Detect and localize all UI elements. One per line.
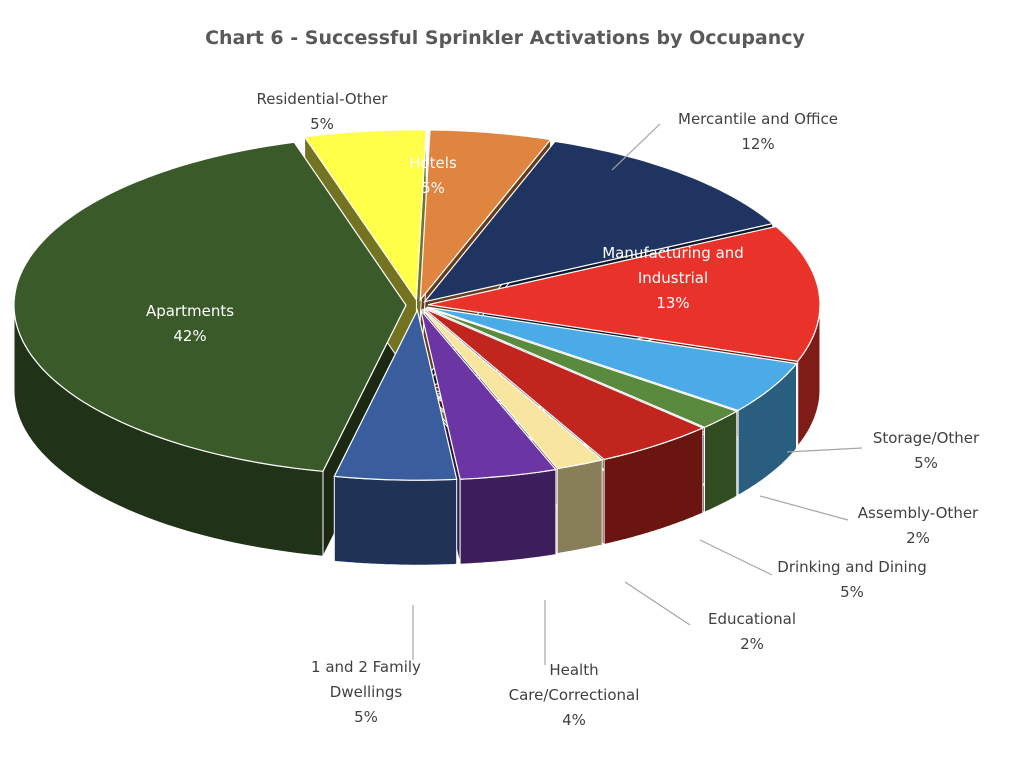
slice-name-label: Educational (708, 610, 796, 628)
slice-labels: Residential-Other 5% Hotels 5% Mercantile an… (146, 90, 980, 729)
chart-title: Chart 6 - Successful Sprinkler Activatio… (205, 27, 805, 49)
slice-name-label: Drinking and Dining (777, 558, 926, 576)
slice-value-label: 5% (310, 115, 334, 133)
slice-1-and-2-family-dwellings (333, 308, 458, 481)
slice-name-label: Storage/Other (873, 429, 980, 447)
leader-line-6 (699, 539, 773, 576)
slice-name-label: Health (549, 661, 598, 679)
slice-value-label: 5% (354, 708, 378, 726)
slice-label-5: Assembly-Other 2% (858, 504, 979, 547)
slice-name-label: Residential-Other (256, 90, 388, 108)
slice-storage-other (426, 306, 798, 412)
slice-name-label: Mercantile and Office (678, 110, 838, 128)
slice-name-label: 1 and 2 Family (311, 658, 421, 676)
leader-line-4 (786, 447, 863, 453)
slice-side-8 (459, 469, 557, 565)
slice-assembly-other (425, 307, 739, 428)
slice-value-label: 42% (173, 327, 206, 345)
slice-name-label: Industrial (638, 269, 708, 287)
slice-name-label: Care/Correctional (509, 686, 640, 704)
slice-value-label: 4% (562, 711, 586, 729)
slice-drinking-and-dining (423, 307, 705, 461)
slice-mercantile-and-office (423, 140, 775, 303)
slice-educational (421, 308, 604, 470)
slice-label-0: Residential-Other 5% (256, 90, 388, 133)
slice-health-care-correctional (420, 309, 558, 480)
leader-line-5 (759, 495, 849, 521)
leader-line-7 (624, 581, 691, 626)
slice-manufacturing-and-industrial (427, 225, 821, 362)
slice-value-label: 2% (906, 529, 930, 547)
leader-lines (412, 123, 863, 665)
slice-apartments (13, 141, 407, 472)
slice-label-3: Manufacturing and Industrial 13% (602, 244, 744, 312)
slice-name-label: Apartments (146, 302, 234, 320)
slice-label-7: Educational 2% (708, 610, 796, 653)
slice-value-label: 5% (421, 179, 445, 197)
slice-value-label: 5% (840, 583, 864, 601)
slice-side-7 (556, 459, 603, 555)
slice-label-2: Mercantile and Office 12% (678, 110, 838, 153)
slice-name-label: Assembly-Other (858, 504, 979, 522)
slice-value-label: 12% (741, 135, 774, 153)
slice-label-1: Hotels 5% (409, 154, 457, 197)
slice-value-label: 2% (740, 635, 764, 653)
slice-side-9 (333, 475, 458, 566)
slice-name-label: Dwellings (330, 683, 403, 701)
slice-label-8: Health Care/Correctional 4% (509, 661, 640, 729)
slice-value-label: 13% (656, 294, 689, 312)
slice-name-label: Hotels (409, 154, 457, 172)
slice-label-6: Drinking and Dining 5% (777, 558, 926, 601)
pie-tops (13, 129, 821, 481)
slice-residential-other (303, 129, 427, 302)
slice-hotels (419, 129, 552, 302)
slice-label-4: Storage/Other 5% (873, 429, 980, 472)
slice-label-10: Apartments 42% (146, 302, 234, 345)
slice-value-label: 5% (914, 454, 938, 472)
slice-label-9: 1 and 2 Family Dwellings 5% (311, 658, 421, 726)
slice-name-label: Manufacturing and (602, 244, 744, 262)
leader-line-2 (611, 123, 661, 171)
slice-side-5 (704, 410, 738, 514)
